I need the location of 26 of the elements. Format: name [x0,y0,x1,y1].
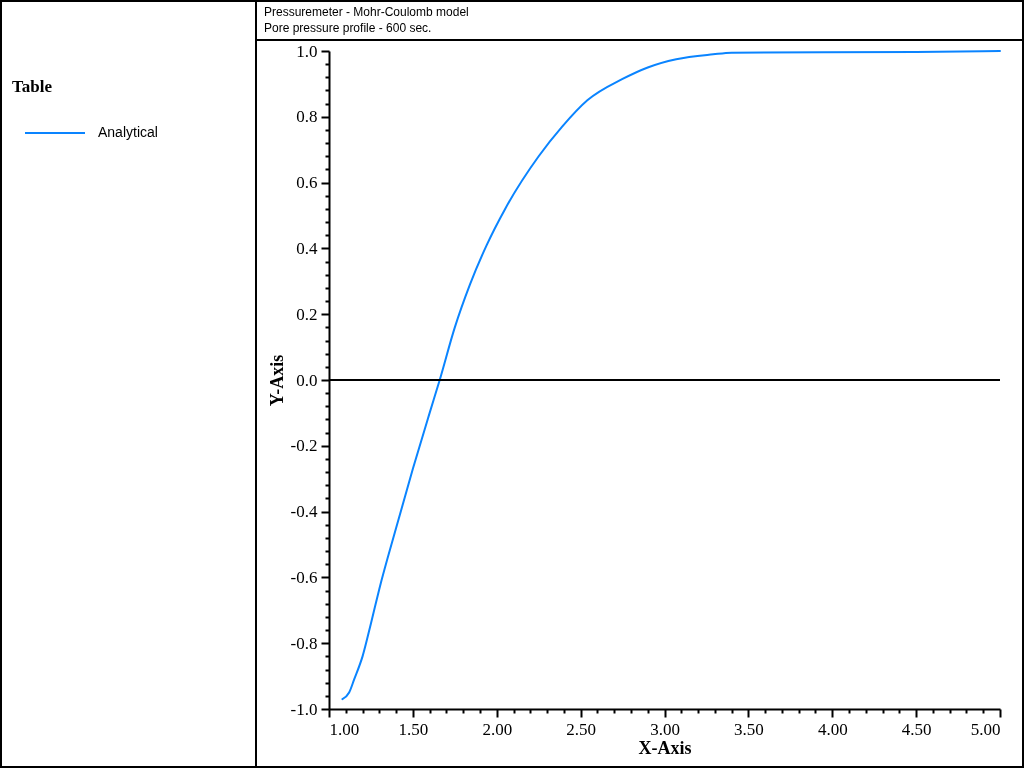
y-tick-label: -0.8 [290,633,318,653]
x-tick-label: 1.00 [329,719,360,739]
legend-title: Table [12,77,53,96]
y-tick-label: 0.6 [296,173,318,193]
x-tick-label: 2.50 [566,719,596,739]
y-tick-label: 0.4 [296,238,318,258]
x-tick-label: 3.50 [734,719,764,739]
y-tick-label: -0.2 [290,436,318,456]
y-tick-label: 1.0 [296,41,318,61]
x-tick-label: 4.00 [817,719,848,739]
y-tick-label: 0.8 [296,107,318,127]
y-tick-label: -1.0 [290,699,318,719]
x-tick-label: 3.00 [650,719,680,739]
y-axis-title: Y-Axis [266,354,287,407]
y-tick-label: 0.2 [296,304,318,324]
y-tick-label: 0.0 [296,370,318,390]
x-tick-label: 4.50 [901,719,932,739]
x-tick-label: 1.50 [398,719,429,739]
x-axis-title: X-Axis [638,737,692,758]
legend-label: Analytical [98,124,158,140]
y-tick-label: -0.4 [290,502,318,522]
chart-title: Pressuremeter - Mohr-Coulomb model [264,5,469,19]
chart-subtitle: Pore pressure profile - 600 sec. [264,21,432,35]
x-tick-label: 5.00 [970,719,1001,739]
y-tick-label: -0.6 [290,567,318,587]
x-tick-label: 2.00 [482,719,513,739]
